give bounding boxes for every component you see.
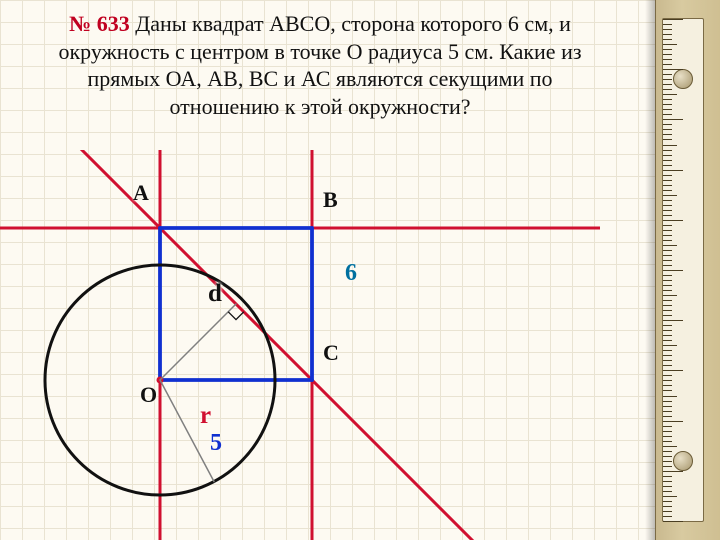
ruler-shadow [645, 0, 655, 540]
label-B: B [323, 187, 338, 213]
ruler-screw-top [673, 69, 693, 89]
problem-number: № 633 [69, 11, 130, 36]
ruler-decoration [645, 0, 720, 540]
problem-text: № 633 Даны квадрат АВСО, сторона которог… [30, 10, 610, 120]
ruler-scale [662, 18, 704, 522]
label-5: 5 [210, 430, 222, 457]
ruler-body [655, 0, 720, 540]
diagram-svg [0, 150, 600, 540]
ruler-screw-bottom [673, 451, 693, 471]
label-O: O [140, 382, 157, 408]
label-C: C [323, 340, 339, 366]
geometry-diagram: A B C O d r 5 6 [0, 150, 600, 540]
label-r: r [200, 402, 211, 430]
label-A: A [133, 180, 149, 206]
label-6: 6 [345, 260, 357, 287]
problem-body: Даны квадрат АВСО, сторона которого 6 см… [58, 11, 581, 119]
label-d: d [208, 280, 222, 308]
